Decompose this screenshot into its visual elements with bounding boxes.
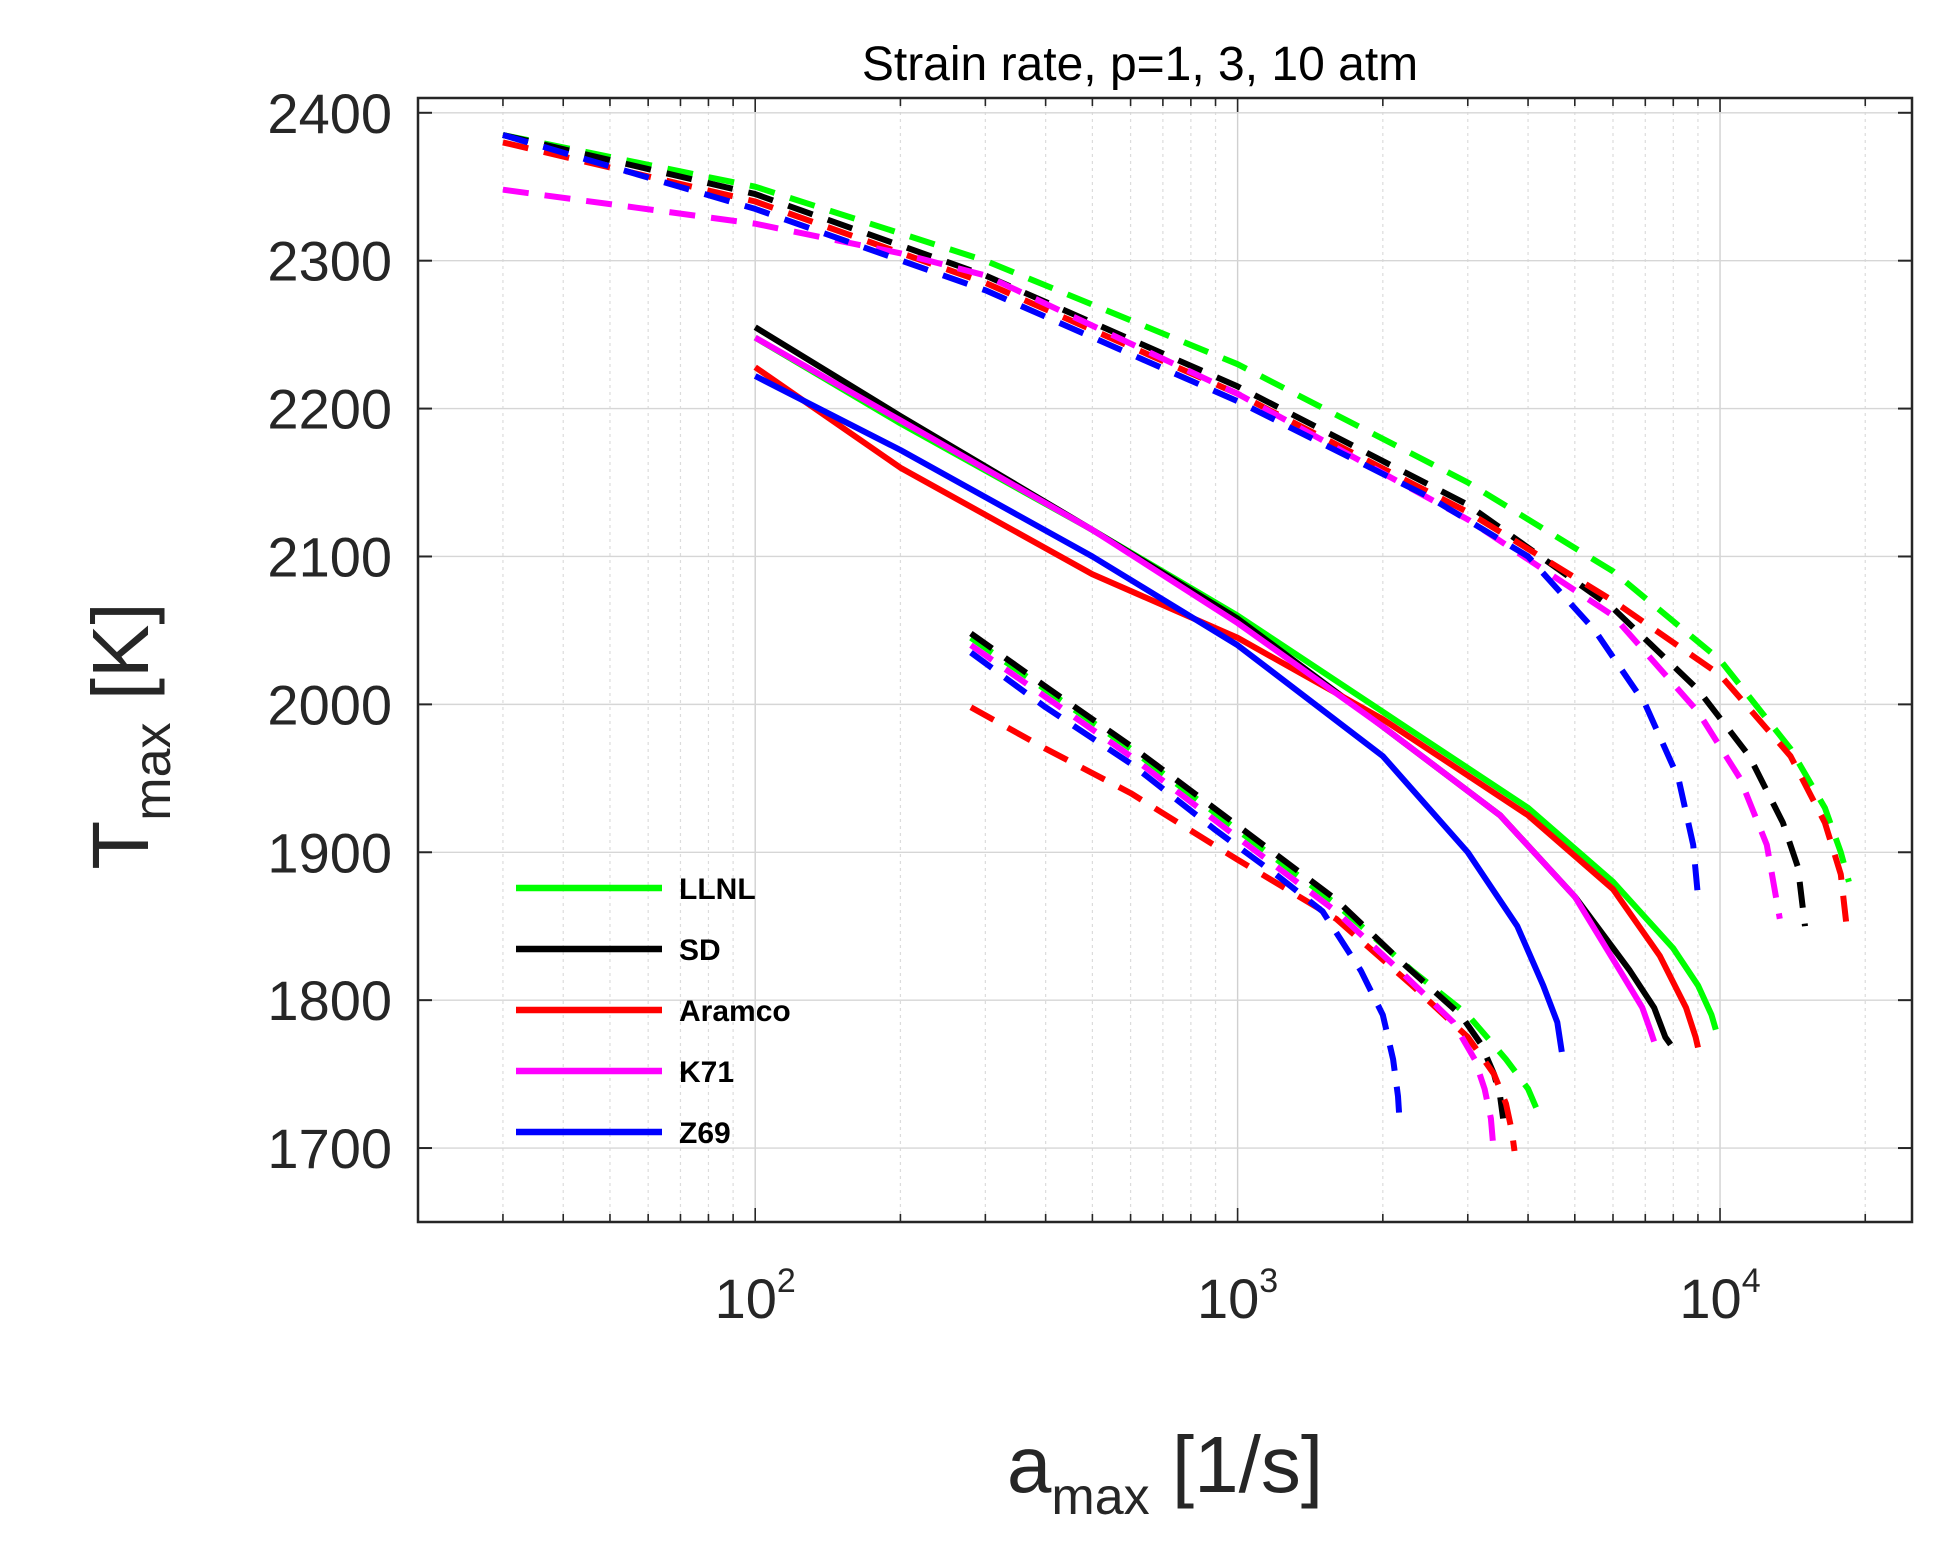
legend: LLNL SD Aramco K71 Z69 xyxy=(516,873,791,1150)
y-tick-label: 1800 xyxy=(267,969,392,1032)
y-tick-label: 2200 xyxy=(267,378,392,441)
series-line-z69-3atm xyxy=(753,373,1565,1053)
y-axis-label: Tmax [K] xyxy=(76,602,182,869)
x-tick-label: 102 xyxy=(715,1262,796,1330)
series-line-k71-1atm xyxy=(969,642,1496,1141)
x-tick-label: 104 xyxy=(1679,1262,1760,1330)
legend-label-z69: Z69 xyxy=(679,1117,731,1150)
series-group xyxy=(502,132,1852,1152)
x-tick-label: 103 xyxy=(1197,1262,1278,1330)
series-line-k71-3atm xyxy=(753,334,1657,1043)
y-tick-label: 2300 xyxy=(267,230,392,293)
ticks: 1700 1800 1900 2000 2100 2200 2300 2400 102 103 10… xyxy=(267,82,1912,1330)
y-tick-label: 2100 xyxy=(267,525,392,588)
x-axis-label-unit: [1/s] xyxy=(1150,1420,1323,1509)
series-line-aramco-3atm xyxy=(753,364,1701,1049)
y-tick-label: 2000 xyxy=(267,673,392,736)
y-tick-label: 1900 xyxy=(267,821,392,884)
series-line-sd-10atm xyxy=(502,132,1808,927)
x-axis-label-main: a xyxy=(1007,1420,1052,1509)
legend-label-k71: K71 xyxy=(679,1056,734,1089)
series-line-z69-1atm xyxy=(969,650,1403,1127)
series-line-aramco-10atm xyxy=(502,139,1850,927)
legend-label-sd: SD xyxy=(679,934,721,967)
y-axis-label-unit: [K] xyxy=(76,602,165,722)
y-tick-label: 2400 xyxy=(267,82,392,145)
x-axis-label-subscript: max xyxy=(1051,1468,1149,1526)
chart-title: Strain rate, p=1, 3, 10 atm xyxy=(862,38,1418,91)
series-line-k71-10atm xyxy=(502,186,1783,920)
y-axis-label-main: T xyxy=(76,821,165,870)
series-line-llnl-10atm xyxy=(502,132,1852,883)
y-axis-label-subscript: max xyxy=(124,722,182,820)
y-tick-label: 1700 xyxy=(267,1117,392,1180)
x-axis-label: amax [1/s] xyxy=(1007,1420,1323,1526)
legend-label-aramco: Aramco xyxy=(679,995,791,1028)
legend-label-llnl: LLNL xyxy=(679,873,756,906)
plot-area xyxy=(416,96,1914,1224)
series-line-z69-10atm xyxy=(502,132,1701,897)
